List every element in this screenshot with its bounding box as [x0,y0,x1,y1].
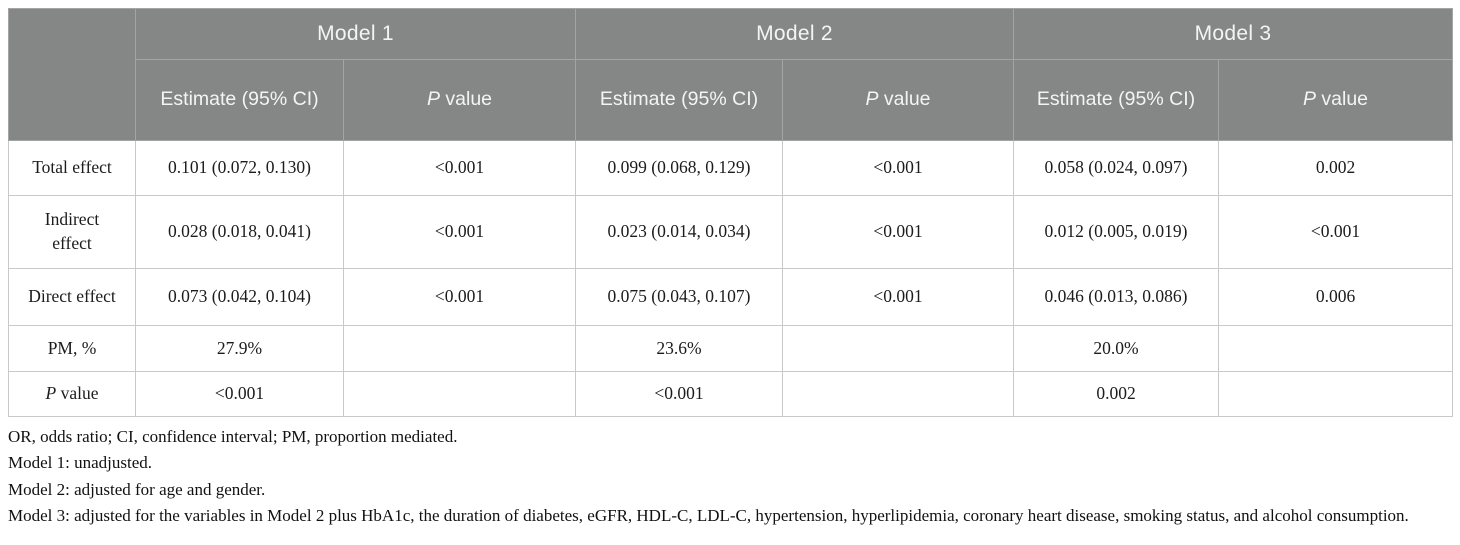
p-rest: value [439,88,493,111]
header-estimate-model-1: Estimate (95% CI) [135,59,344,141]
cell-m2-estimate: 0.099 (0.068, 0.129) [575,140,783,196]
footnote-model-2: Model 2: adjusted for age and gender. [8,479,266,499]
header-estimate-model-3: Estimate (95% CI) [1013,59,1219,141]
cell-m3-estimate: 0.012 (0.005, 0.019) [1013,195,1219,269]
p-rest: value [878,88,931,111]
header-pvalue-model-1: P value [343,59,576,141]
header-model-3: Model 3 [1013,8,1453,60]
cell-m1-pvalue [343,371,576,417]
footnote-model-1: Model 1: unadjusted. [8,453,153,473]
table-row-total-effect: Total effect 0.101 (0.072, 0.130) <0.001… [8,140,1453,196]
corner-cell [8,8,136,141]
header-pvalue-model-2: P value [782,59,1014,141]
cell-m3-pvalue [1218,371,1453,417]
cell-m2-estimate: 0.075 (0.043, 0.107) [575,268,783,326]
cell-m1-estimate: 27.9% [135,325,344,372]
table-row-direct-effect: Direct effect 0.073 (0.042, 0.104) <0.00… [8,268,1453,326]
cell-m2-pvalue [782,325,1014,372]
cell-m1-estimate: 0.028 (0.018, 0.041) [135,195,344,269]
row-label: PM, % [8,325,136,372]
p-italic: P [865,88,879,111]
cell-m1-estimate: <0.001 [135,371,344,417]
cell-m3-estimate: 0.046 (0.013, 0.086) [1013,268,1219,326]
row-label: P value [8,371,136,417]
header-row-subheaders: Estimate (95% CI) P value Estimate (95% … [9,59,1453,141]
header-estimate-model-2: Estimate (95% CI) [575,59,783,141]
header-row-models: Model 1 Model 2 Model 3 [8,8,1453,141]
cell-m3-estimate: 0.002 [1013,371,1219,417]
cell-m1-pvalue: <0.001 [343,268,576,326]
cell-m3-pvalue: 0.002 [1218,140,1453,196]
header-model-2: Model 2 [575,8,1014,60]
header-model-1: Model 1 [135,8,576,60]
cell-m2-pvalue: <0.001 [782,268,1014,326]
table-footnotes: OR, odds ratio; CI, confidence interval;… [8,417,1452,529]
p-italic: P [45,383,57,404]
cell-m3-pvalue: 0.006 [1218,268,1453,326]
p-italic: P [1302,88,1316,111]
row-label: Indirect effect [8,195,136,269]
header-pvalue-model-3: P value [1218,59,1453,141]
cell-m3-pvalue: <0.001 [1218,195,1453,269]
cell-m2-estimate: 0.023 (0.014, 0.034) [575,195,783,269]
cell-m3-estimate: 0.058 (0.024, 0.097) [1013,140,1219,196]
table-row-pvalue: P value <0.001 <0.001 0.002 [8,371,1453,417]
cell-m2-pvalue: <0.001 [782,140,1014,196]
row-label: Total effect [8,140,136,196]
cell-m1-pvalue [343,325,576,372]
cell-m3-estimate: 20.0% [1013,325,1219,372]
cell-m2-estimate: 23.6% [575,325,783,372]
row-label: Direct effect [8,268,136,326]
table-row-indirect-effect: Indirect effect 0.028 (0.018, 0.041) <0.… [8,195,1453,269]
footnote-abbreviations: OR, odds ratio; CI, confidence interval;… [8,427,458,446]
table-row-pm: PM, % 27.9% 23.6% 20.0% [8,325,1453,372]
cell-m1-estimate: 0.073 (0.042, 0.104) [135,268,344,326]
p-rest: value [56,383,99,404]
cell-m2-pvalue: <0.001 [782,195,1014,269]
footnote-model-3: Model 3: adjusted for the variables in M… [8,506,1409,526]
cell-m3-pvalue [1218,325,1453,372]
cell-m2-estimate: <0.001 [575,371,783,417]
mediation-results-table: Model 1 Model 2 Model 3 Estimate (95% CI… [8,8,1453,417]
cell-m1-pvalue: <0.001 [343,195,576,269]
cell-m1-estimate: 0.101 (0.072, 0.130) [135,140,344,196]
cell-m2-pvalue [782,371,1014,417]
cell-m1-pvalue: <0.001 [343,140,576,196]
p-rest: value [1315,88,1369,111]
p-italic: P [426,88,440,111]
